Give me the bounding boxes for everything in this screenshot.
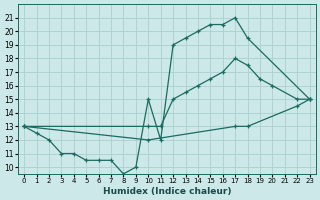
X-axis label: Humidex (Indice chaleur): Humidex (Indice chaleur) (103, 187, 231, 196)
